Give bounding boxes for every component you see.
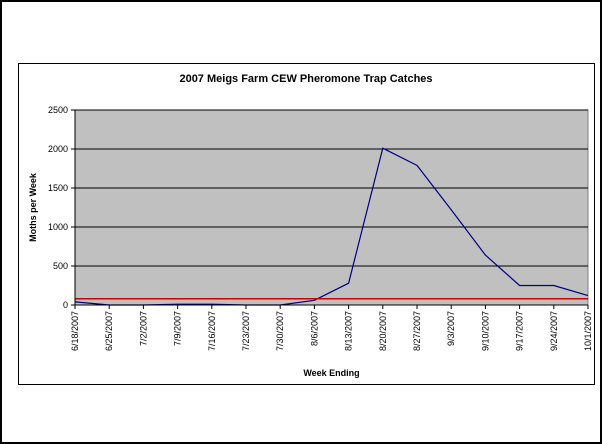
chart-title: 2007 Meigs Farm CEW Pheromone Trap Catch… (179, 73, 432, 85)
x-tick-label: 9/17/2007 (515, 311, 525, 351)
x-tick-label: 7/2/2007 (138, 311, 148, 346)
x-tick-label: 6/18/2007 (70, 311, 80, 351)
y-tick-label: 2000 (48, 144, 68, 154)
x-tick-label: 7/23/2007 (241, 311, 251, 351)
plot-area (74, 109, 589, 306)
y-tick-label: 500 (53, 261, 68, 271)
x-tick-label: 9/10/2007 (480, 311, 490, 351)
x-tick-label: 8/27/2007 (412, 311, 422, 351)
x-tick-label: 7/16/2007 (207, 311, 217, 351)
gridlines (75, 109, 588, 267)
x-axis: 6/18/2007 6/25/2007 7/2/2007 7/9/2007 7/16/2… (70, 304, 593, 351)
x-tick-label: 8/20/2007 (378, 311, 388, 351)
chart-svg: 2007 Meigs Farm CEW Pheromone Trap Catch… (28, 73, 593, 378)
y-tick-label: 1500 (48, 183, 68, 193)
x-tick-label: 9/24/2007 (549, 311, 559, 351)
x-tick-label: 7/9/2007 (173, 311, 183, 346)
y-axis-title: Moths per Week (28, 172, 38, 242)
y-tick-label: 0 (63, 300, 68, 310)
x-tick-label: 10/1/2007 (583, 311, 593, 351)
y-tick-label: 2500 (48, 105, 68, 115)
x-tick-label: 6/25/2007 (104, 311, 114, 351)
y-tick-label: 1000 (48, 222, 68, 232)
x-tick-label: 9/3/2007 (446, 311, 456, 346)
x-tick-label: 8/13/2007 (344, 311, 354, 351)
x-tick-label: 7/30/2007 (275, 311, 285, 351)
chart-area: 2007 Meigs Farm CEW Pheromone Trap Catch… (18, 63, 595, 385)
x-axis-title: Week Ending (303, 368, 359, 378)
x-tick-label: 8/6/2007 (309, 311, 319, 346)
y-axis: 0 500 1000 1500 2000 2500 (48, 105, 76, 310)
